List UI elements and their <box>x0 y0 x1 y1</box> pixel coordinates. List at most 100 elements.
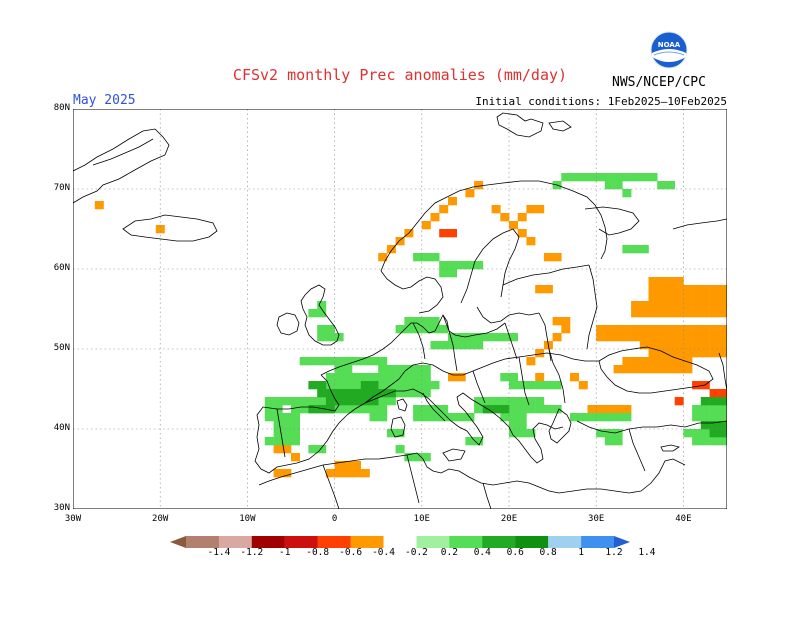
anomaly-cell-dry <box>666 285 675 294</box>
anomaly-cell-wet <box>343 357 353 366</box>
coastlines <box>73 112 727 509</box>
colorbar-tick-label: 0.6 <box>506 547 524 558</box>
anomaly-cell-dry <box>683 333 693 342</box>
anomaly-cell-dry <box>491 205 501 214</box>
anomaly-cell-wet <box>657 181 667 190</box>
anomaly-cell-dry <box>282 445 292 454</box>
anomaly-cell-dry <box>657 333 667 342</box>
colorbar <box>170 536 630 548</box>
anomaly-cell-dry <box>657 293 667 302</box>
anomaly-cell-wet <box>369 413 379 422</box>
anomaly-cell-strongdry <box>692 381 702 390</box>
anomaly-cell-dry <box>526 237 536 246</box>
anomaly-cell-wet <box>430 341 440 350</box>
anomaly-cell-dry <box>674 309 684 318</box>
anomaly-cell-wet <box>421 405 431 414</box>
colorbar-segment <box>383 536 417 548</box>
anomaly-cell-wet <box>369 357 379 366</box>
anomaly-cell-dry <box>343 461 353 470</box>
anomaly-cell-dry <box>639 333 649 342</box>
anomaly-cell-wet <box>439 413 449 422</box>
anomaly-cell-verywet <box>386 389 396 398</box>
anomaly-cell-dry <box>561 325 571 334</box>
anomaly-cell-dry <box>517 213 527 222</box>
anomaly-cell-wet <box>509 381 518 390</box>
anomaly-cell-verywet <box>352 389 361 398</box>
anomaly-cell-wet <box>570 413 579 422</box>
anomaly-cell-wet <box>317 309 327 318</box>
anomaly-cell-dry <box>604 333 614 342</box>
colorbar-tick-label: -0.2 <box>405 547 428 558</box>
anomaly-cell-verywet <box>317 381 327 390</box>
anomaly-cell-wet <box>404 365 414 374</box>
anomaly-cell-dry <box>657 357 667 366</box>
anomaly-cell-wet <box>404 389 414 398</box>
anomaly-cell-dry <box>648 365 658 374</box>
anomaly-cell-verywet <box>325 397 335 406</box>
agency-label: NWS/NCEP/CPC <box>612 75 706 90</box>
anomaly-cell-wet <box>317 357 327 366</box>
anomaly-cell-dry <box>352 469 361 478</box>
anomaly-cell-wet <box>509 421 518 430</box>
anomaly-cell-verywet <box>700 397 710 406</box>
colorbar-segment <box>317 536 351 548</box>
anomaly-cell-dry <box>700 301 710 310</box>
anomaly-cell-dry <box>613 405 623 414</box>
anomaly-cell-wet <box>282 397 292 406</box>
anomaly-cell-verywet <box>317 405 327 414</box>
anomaly-cell-dry <box>596 405 606 414</box>
anomaly-cell-wet <box>648 173 658 182</box>
anomaly-cell-wet <box>543 381 553 390</box>
anomaly-cell-wet <box>395 445 405 454</box>
anomaly-cell-wet <box>456 261 466 270</box>
anomaly-cell-dry <box>657 285 667 294</box>
anomaly-cell-dry <box>718 341 727 350</box>
anomaly-cell-wet <box>378 365 388 374</box>
colorbar-segment <box>251 536 285 548</box>
anomaly-cell-wet <box>526 381 536 390</box>
anomaly-cell-wet <box>264 413 274 422</box>
anomaly-cell-wet <box>448 413 457 422</box>
anomaly-cell-wet <box>465 261 475 270</box>
anomaly-cell-dry <box>718 309 727 318</box>
anomaly-cell-wet <box>465 333 475 342</box>
anomaly-cell-dry <box>352 461 361 470</box>
anomaly-cell-dry <box>570 373 579 382</box>
lon-label: 30W <box>64 514 82 524</box>
anomaly-cell-wet <box>700 429 710 438</box>
anomaly-cell-wet <box>604 173 614 182</box>
anomaly-cell-wet <box>439 261 449 270</box>
colorbar-tick-label: -1 <box>279 547 291 558</box>
anomaly-cell-wet <box>413 365 423 374</box>
colorbar-segment <box>350 536 384 548</box>
anomaly-cell-dry <box>439 205 449 214</box>
anomaly-cell-dry <box>604 405 614 414</box>
anomaly-cell-wet <box>360 373 370 382</box>
precip-anomaly-map <box>73 109 727 509</box>
anomaly-cell-wet <box>273 397 283 406</box>
anomaly-cell-wet <box>509 397 518 406</box>
anomaly-cell-dry <box>674 357 684 366</box>
anomaly-cell-verywet <box>709 429 719 438</box>
anomaly-cell-dry <box>683 357 693 366</box>
anomaly-cell-wet <box>360 405 370 414</box>
noaa-logo-icon: NOAA <box>650 31 688 69</box>
anomaly-cell-dry <box>526 205 536 214</box>
anomaly-cell-wet <box>570 173 579 182</box>
anomaly-cell-dry <box>709 333 719 342</box>
anomaly-cell-wet <box>631 173 641 182</box>
anomaly-cell-wet <box>421 381 431 390</box>
anomaly-cell-wet <box>604 181 614 190</box>
colorbar-tick-label: -0.8 <box>306 547 330 558</box>
anomaly-cell-dry <box>622 365 632 374</box>
anomaly-cell-wet <box>413 405 423 414</box>
anomaly-cell-wet <box>413 381 423 390</box>
anomaly-cell-dry <box>631 301 641 310</box>
anomaly-cell-verywet <box>709 397 719 406</box>
anomaly-cell-wet <box>334 365 344 374</box>
lon-label: 20E <box>500 514 518 524</box>
lat-label: 40N <box>53 423 70 433</box>
anomaly-cell-wet <box>535 381 545 390</box>
anomaly-cell-dry <box>700 293 710 302</box>
anomaly-cell-dry <box>622 333 632 342</box>
